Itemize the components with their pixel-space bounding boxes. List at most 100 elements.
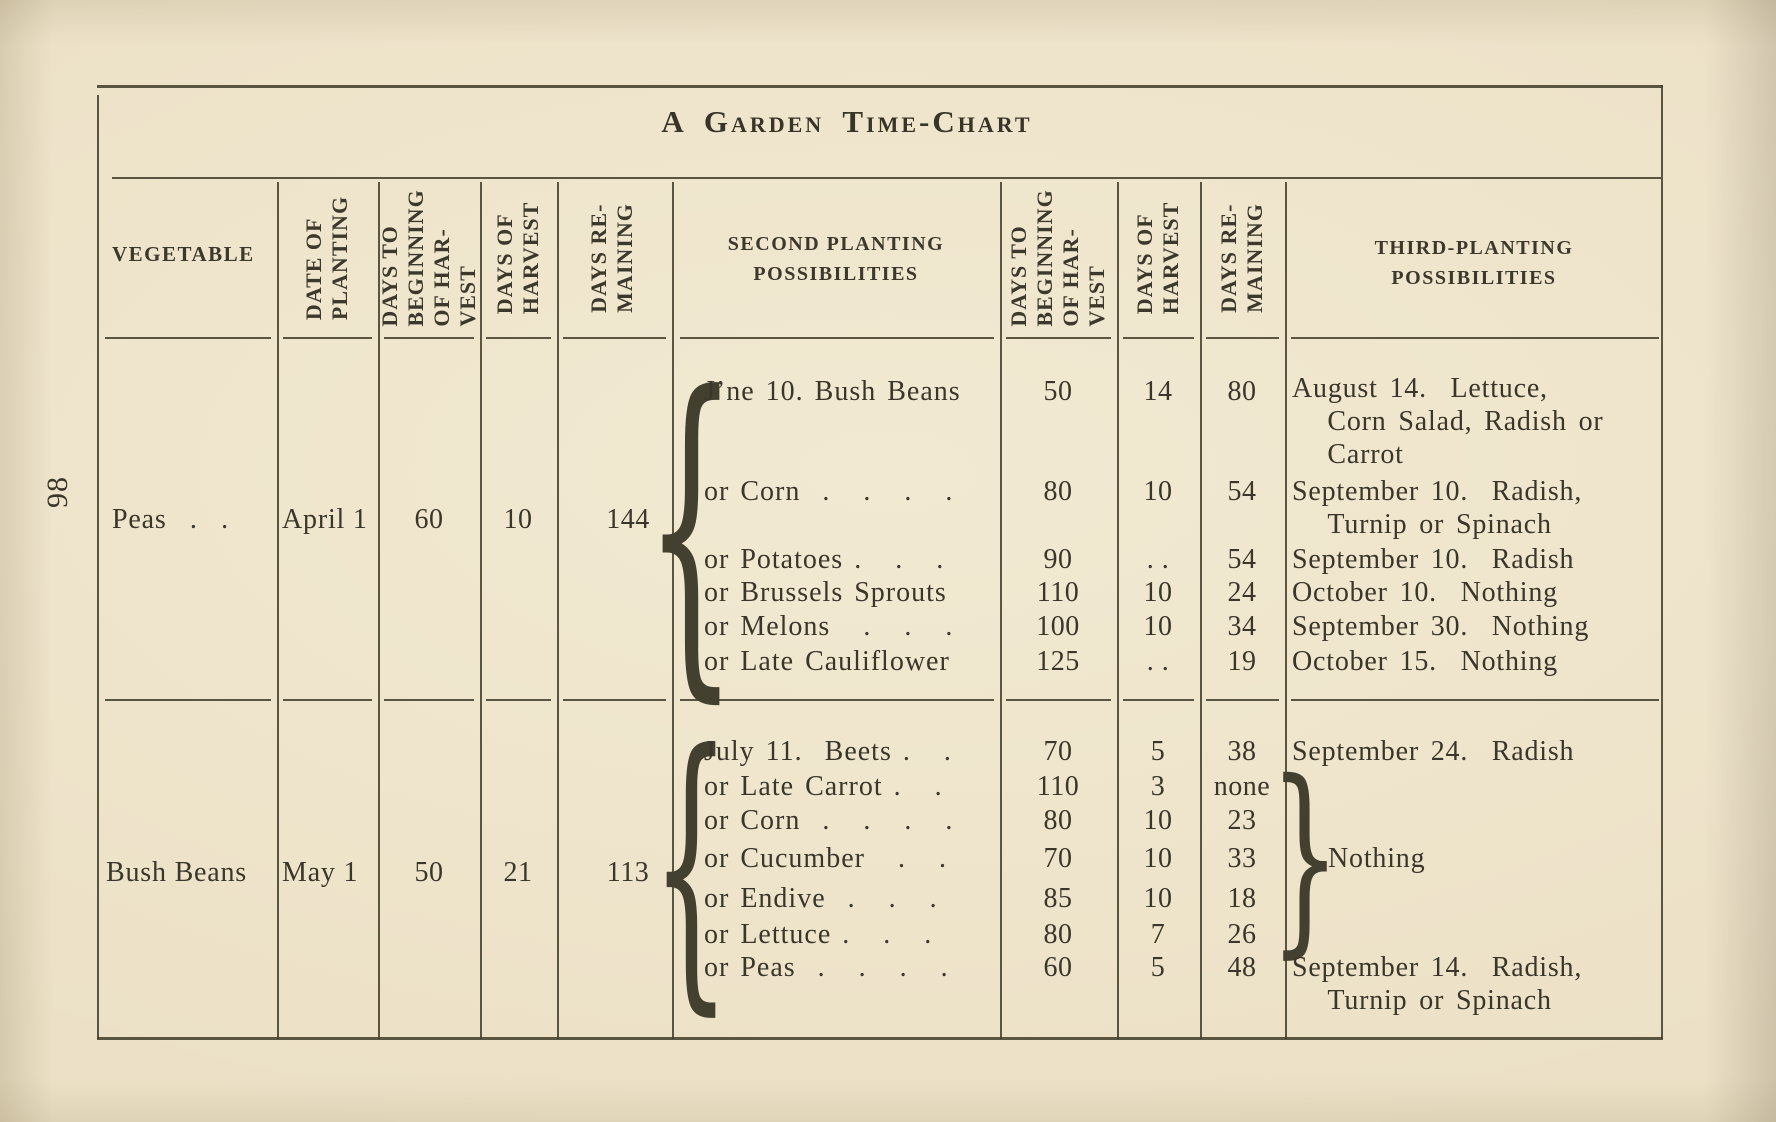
third-planting-note: August 14. Lettuce, Corn Salad, Radish o…	[1292, 373, 1604, 470]
divider-col-7	[1117, 182, 1119, 1039]
planting-days-to-beginning: 50	[1043, 376, 1073, 407]
divider-col-6	[1000, 182, 1002, 1039]
cell-date-of-planting: April 1	[282, 504, 368, 535]
planting-days-of-harvest: . .	[1146, 544, 1170, 575]
rule-top	[97, 85, 1663, 88]
header-underline	[105, 337, 271, 339]
cell-days-remaining: 144	[606, 504, 650, 535]
planting-days-of-harvest: 14	[1143, 376, 1173, 407]
header-underline	[384, 337, 474, 339]
col-header-days-of-harvest: DAYS OF HARVEST	[492, 201, 543, 315]
col-header-days-to-beginning: DAYS TO BEGINNING OF HAR- VEST	[377, 189, 480, 327]
planting-days-to-beginning: 80	[1043, 805, 1073, 836]
cell-days-remaining: 113	[606, 857, 650, 888]
third-planting-note: September 10. Radish, Turnip or Spinach	[1292, 476, 1583, 540]
planting-days-of-harvest: 7	[1150, 919, 1166, 950]
cell-days-of-harvest: 21	[503, 857, 533, 888]
planting-days-to-beginning: 90	[1043, 544, 1073, 575]
planting-label: or Corn . . . .	[704, 476, 954, 507]
planting-days-to-beginning: 80	[1043, 476, 1073, 507]
row-separator	[384, 699, 474, 701]
planting-days-remaining: 26	[1227, 919, 1257, 950]
planting-label: J’ne 10. Bush Beans	[704, 376, 961, 407]
planting-days-to-beginning: 110	[1036, 577, 1080, 608]
rule-bottom	[97, 1037, 1663, 1040]
cell-days-to-beginning: 60	[414, 504, 444, 535]
header-underline	[563, 337, 666, 339]
planting-days-remaining: 38	[1227, 736, 1257, 767]
col-header-third-planting: THIRD-PLANTING POSSIBILITIES	[1374, 237, 1574, 289]
planting-days-of-harvest: 10	[1143, 805, 1173, 836]
planting-days-remaining: 48	[1227, 952, 1257, 983]
header-underline	[1006, 337, 1111, 339]
row-separator	[486, 699, 551, 701]
planting-days-to-beginning: 70	[1043, 843, 1073, 874]
divider-col-2	[378, 182, 380, 1039]
row-separator	[1006, 699, 1111, 701]
planting-days-of-harvest: 3	[1150, 771, 1166, 802]
planting-days-remaining: 54	[1227, 476, 1257, 507]
third-planting-note: September 14. Radish, Turnip or Spinach	[1292, 952, 1583, 1016]
third-planting-note: September 10. Radish	[1292, 544, 1575, 575]
row-separator	[563, 699, 666, 701]
planting-days-to-beginning: 85	[1043, 883, 1073, 914]
divider-col-4	[557, 182, 559, 1039]
planting-days-of-harvest: 10	[1143, 476, 1173, 507]
row-separator	[1123, 699, 1194, 701]
planting-days-of-harvest: 5	[1150, 736, 1166, 767]
cell-date-of-planting: May 1	[282, 857, 359, 888]
planting-days-of-harvest: 10	[1143, 577, 1173, 608]
planting-label: or Brussels Sprouts	[704, 577, 947, 608]
border-left	[97, 95, 99, 1039]
header-underline	[486, 337, 551, 339]
planting-label: or Late Carrot . .	[704, 771, 943, 802]
planting-days-remaining: none	[1213, 771, 1271, 802]
planting-days-remaining: 54	[1227, 544, 1257, 575]
cell-days-of-harvest: 10	[503, 504, 533, 535]
planting-days-of-harvest: 10	[1143, 843, 1173, 874]
planting-label: July 11. Beets . .	[704, 736, 952, 767]
planting-days-remaining: 33	[1227, 843, 1257, 874]
divider-col-5	[672, 182, 674, 1039]
row-separator	[283, 699, 372, 701]
planting-days-of-harvest: . .	[1146, 646, 1170, 677]
border-right	[1661, 85, 1663, 1039]
planting-days-to-beginning: 70	[1043, 736, 1073, 767]
planting-days-remaining: 24	[1227, 577, 1257, 608]
planting-label: or Lettuce . . .	[704, 919, 933, 950]
table-title: A Garden Time-Chart	[661, 104, 1033, 139]
planting-label: or Melons . . .	[704, 611, 954, 642]
planting-days-of-harvest: 10	[1143, 883, 1173, 914]
divider-col-1	[277, 182, 279, 1039]
planting-label: or Corn . . . .	[704, 805, 954, 836]
brace-row2-open: {	[650, 691, 732, 1040]
brace-row2-group-close: }	[1269, 738, 1341, 977]
planting-days-to-beginning: 80	[1043, 919, 1073, 950]
header-underline	[680, 337, 994, 339]
col-header-days-remaining-2: DAYS RE- MAINING	[1216, 203, 1267, 313]
planting-days-of-harvest: 10	[1143, 611, 1173, 642]
planting-days-to-beginning: 110	[1036, 771, 1080, 802]
row-separator	[105, 699, 271, 701]
divider-col-9	[1285, 182, 1287, 1039]
header-underline	[1206, 337, 1279, 339]
col-header-days-remaining: DAYS RE- MAINING	[586, 203, 637, 313]
divider-col-8	[1200, 182, 1202, 1039]
rule-under-title	[112, 177, 1661, 179]
planting-days-remaining: 80	[1227, 376, 1257, 407]
planting-label: or Endive . . .	[704, 883, 938, 914]
planting-days-to-beginning: 125	[1036, 646, 1080, 677]
planting-days-remaining: 19	[1227, 646, 1257, 677]
planting-label: or Late Cauliflower	[704, 646, 950, 677]
planting-days-remaining: 18	[1227, 883, 1257, 914]
header-underline	[283, 337, 372, 339]
row-separator	[1291, 699, 1659, 701]
third-planting-note: September 24. Radish	[1292, 736, 1575, 767]
planting-label: or Cucumber . .	[704, 843, 947, 874]
col-header-days-of-harvest-2: DAYS OF HARVEST	[1132, 201, 1183, 315]
col-header-days-to-beginning-2: DAYS TO BEGINNING OF HAR- VEST	[1006, 189, 1109, 327]
planting-days-remaining: 34	[1227, 611, 1257, 642]
row-separator	[1206, 699, 1279, 701]
col-header-date-of-planting: DATE OF PLANTING	[301, 195, 352, 321]
